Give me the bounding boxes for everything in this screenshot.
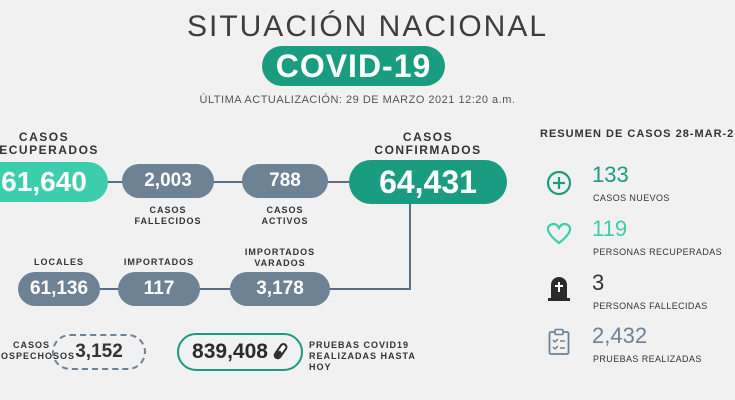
- varados-value: 3,178: [230, 272, 330, 306]
- importados-value: 117: [118, 272, 200, 306]
- covid-title-badge: COVID-19: [262, 46, 445, 86]
- connector-line: [409, 200, 411, 289]
- importados-label: IMPORTADOS: [123, 257, 195, 267]
- tombstone-icon: [547, 277, 571, 306]
- confirmados-label: CASOS CONFIRMADOS: [374, 130, 482, 157]
- summary-title: RESUMEN DE CASOS 28-MAR-21: [540, 128, 735, 140]
- confirmados-value: 64,431: [349, 160, 507, 204]
- summary-value-new: 133: [592, 162, 629, 187]
- summary-icon-deceased: [547, 276, 571, 307]
- pruebas-total: 839,408: [177, 333, 303, 371]
- clipboard-icon: [548, 328, 570, 360]
- summary-icon-recovered: [546, 222, 572, 251]
- connector-line: [100, 181, 360, 183]
- summary-label-new: CASOS NUEVOS: [593, 193, 670, 203]
- summary-value-tests: 2,432: [592, 323, 648, 348]
- sospechosos-label: CASOS SOSPECHOSOS: [0, 340, 76, 361]
- summary-value-deceased: 3: [592, 270, 605, 295]
- page-title: SITUACIÓN NACIONAL: [186, 10, 549, 43]
- fallecidos-label: CASOS FALLECIDOS: [134, 205, 202, 226]
- locales-value: 61,136: [18, 272, 100, 306]
- summary-label-tests: PRUEBAS REALIZADAS: [593, 354, 702, 364]
- plus-circle-icon: [546, 170, 572, 200]
- summary-icon-tests: [548, 328, 570, 361]
- activos-value: 788: [242, 164, 328, 198]
- last-updated-text: ÚLTIMA ACTUALIZACIÓN: 29 DE MARZO 2021 1…: [199, 94, 516, 106]
- varados-label: IMPORTADOS VARADOS: [244, 247, 316, 268]
- summary-label-deceased: PERSONAS FALLECIDAS: [593, 301, 708, 311]
- pruebas-label: PRUEBAS COVID19 REALIZADAS HASTA HOY: [309, 340, 416, 372]
- pruebas-value: 839,408: [192, 340, 268, 363]
- locales-label: LOCALES: [33, 257, 84, 267]
- test-tube-icon: [272, 342, 288, 362]
- recuperados-value: 61,640: [0, 162, 108, 202]
- heart-icon: [546, 222, 572, 250]
- summary-icon-new: [546, 170, 572, 201]
- sospechosos-value: 3,152: [52, 334, 146, 370]
- summary-label-recovered: PERSONAS RECUPERADAS: [593, 247, 723, 257]
- fallecidos-value: 2,003: [122, 164, 214, 198]
- recuperados-label: CASOS RECUPERADOS: [0, 130, 99, 157]
- activos-label: CASOS ACTIVOS: [261, 205, 309, 226]
- summary-value-recovered: 119: [592, 216, 628, 241]
